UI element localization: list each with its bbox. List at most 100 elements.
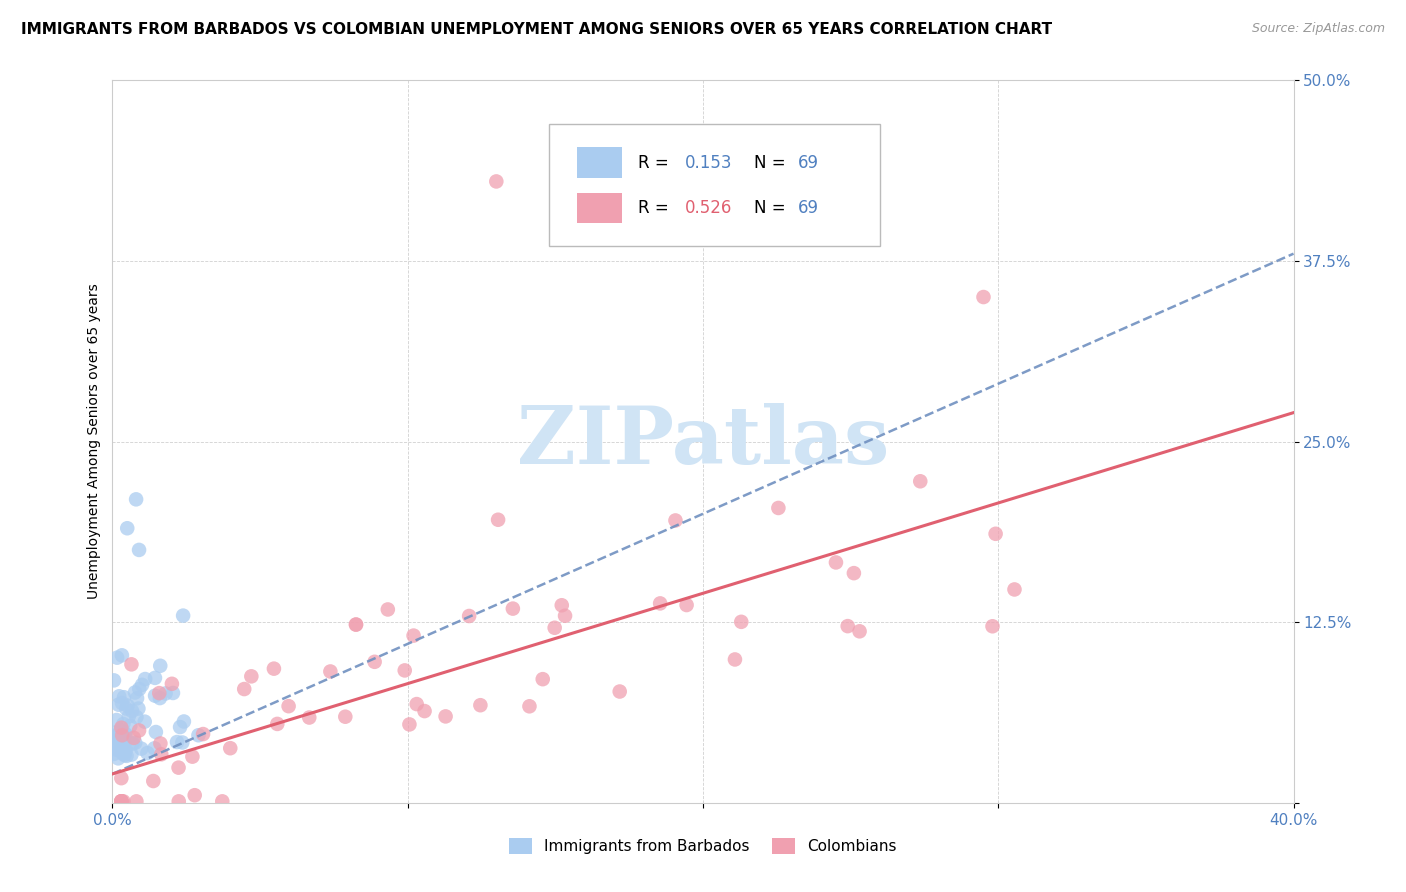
Point: [104, 740, 127, 755]
Legend: Immigrants from Barbados, Colombians: Immigrants from Barbados, Colombians: [503, 832, 903, 860]
Point: [394, 664, 416, 678]
Point: [973, 290, 995, 304]
Point: [125, 794, 148, 808]
Point: [485, 174, 508, 188]
Point: [111, 648, 134, 663]
Point: [115, 748, 138, 763]
Point: [128, 723, 150, 738]
Point: [122, 731, 145, 745]
Point: [319, 665, 342, 679]
Point: [110, 794, 132, 808]
Point: [117, 698, 139, 713]
Point: [110, 794, 132, 808]
Point: [650, 596, 672, 610]
Point: [125, 710, 148, 724]
Point: [142, 774, 165, 789]
Point: [335, 709, 357, 723]
Point: [105, 742, 128, 756]
Point: [166, 735, 188, 749]
Point: [172, 735, 194, 749]
Point: [103, 673, 125, 688]
Point: [240, 669, 263, 683]
Point: [134, 672, 156, 686]
Point: [363, 655, 385, 669]
Point: [105, 725, 128, 739]
Point: [110, 771, 132, 785]
Point: [117, 521, 138, 535]
Point: [402, 629, 425, 643]
Text: 0.526: 0.526: [685, 199, 733, 217]
Point: [405, 697, 427, 711]
Point: [118, 709, 141, 723]
Text: 69: 69: [797, 153, 818, 171]
Point: [121, 704, 143, 718]
Point: [108, 729, 131, 743]
Point: [169, 720, 191, 734]
Point: [148, 686, 170, 700]
Text: 0.153: 0.153: [685, 153, 733, 171]
Point: [263, 662, 285, 676]
Point: [187, 728, 209, 742]
Point: [105, 713, 128, 727]
Point: [277, 699, 299, 714]
Point: [121, 737, 143, 751]
Point: [173, 714, 195, 729]
Point: [110, 794, 132, 808]
Point: [111, 746, 134, 760]
Point: [112, 690, 135, 705]
Point: [114, 736, 136, 750]
Point: [150, 747, 173, 762]
Point: [143, 741, 166, 756]
Text: Source: ZipAtlas.com: Source: ZipAtlas.com: [1251, 22, 1385, 36]
Point: [111, 742, 134, 756]
Point: [172, 608, 194, 623]
Point: [167, 794, 190, 808]
Point: [149, 658, 172, 673]
Point: [103, 729, 125, 743]
Point: [134, 714, 156, 729]
Point: [298, 710, 321, 724]
Point: [266, 717, 288, 731]
Point: [413, 704, 436, 718]
Point: [112, 731, 135, 746]
Point: [470, 698, 492, 713]
Point: [112, 729, 135, 743]
Point: [155, 686, 177, 700]
Point: [149, 736, 172, 750]
Point: [110, 794, 132, 808]
Point: [125, 691, 148, 706]
Point: [107, 751, 129, 765]
Point: [111, 728, 134, 742]
FancyBboxPatch shape: [576, 147, 621, 178]
Point: [110, 721, 132, 735]
Point: [219, 741, 242, 756]
Point: [842, 566, 865, 581]
Point: [110, 794, 132, 808]
Point: [112, 745, 135, 759]
Point: [502, 601, 524, 615]
Y-axis label: Unemployment Among Seniors over 65 years: Unemployment Among Seniors over 65 years: [87, 284, 101, 599]
Point: [131, 741, 153, 756]
Point: [768, 500, 790, 515]
Point: [112, 794, 135, 808]
Point: [167, 761, 190, 775]
Point: [160, 677, 183, 691]
Point: [162, 686, 184, 700]
Point: [110, 731, 132, 745]
Point: [910, 475, 932, 489]
Point: [103, 731, 125, 745]
Point: [551, 599, 574, 613]
Point: [981, 619, 1004, 633]
Point: [848, 624, 870, 639]
Point: [458, 609, 481, 624]
Text: ZIPatlas: ZIPatlas: [517, 402, 889, 481]
Point: [131, 678, 153, 692]
Point: [136, 746, 159, 760]
Point: [114, 727, 136, 741]
Text: R =: R =: [638, 153, 673, 171]
Point: [398, 717, 420, 731]
Point: [183, 789, 205, 803]
Point: [145, 725, 167, 739]
Point: [105, 650, 128, 665]
Point: [730, 615, 752, 629]
